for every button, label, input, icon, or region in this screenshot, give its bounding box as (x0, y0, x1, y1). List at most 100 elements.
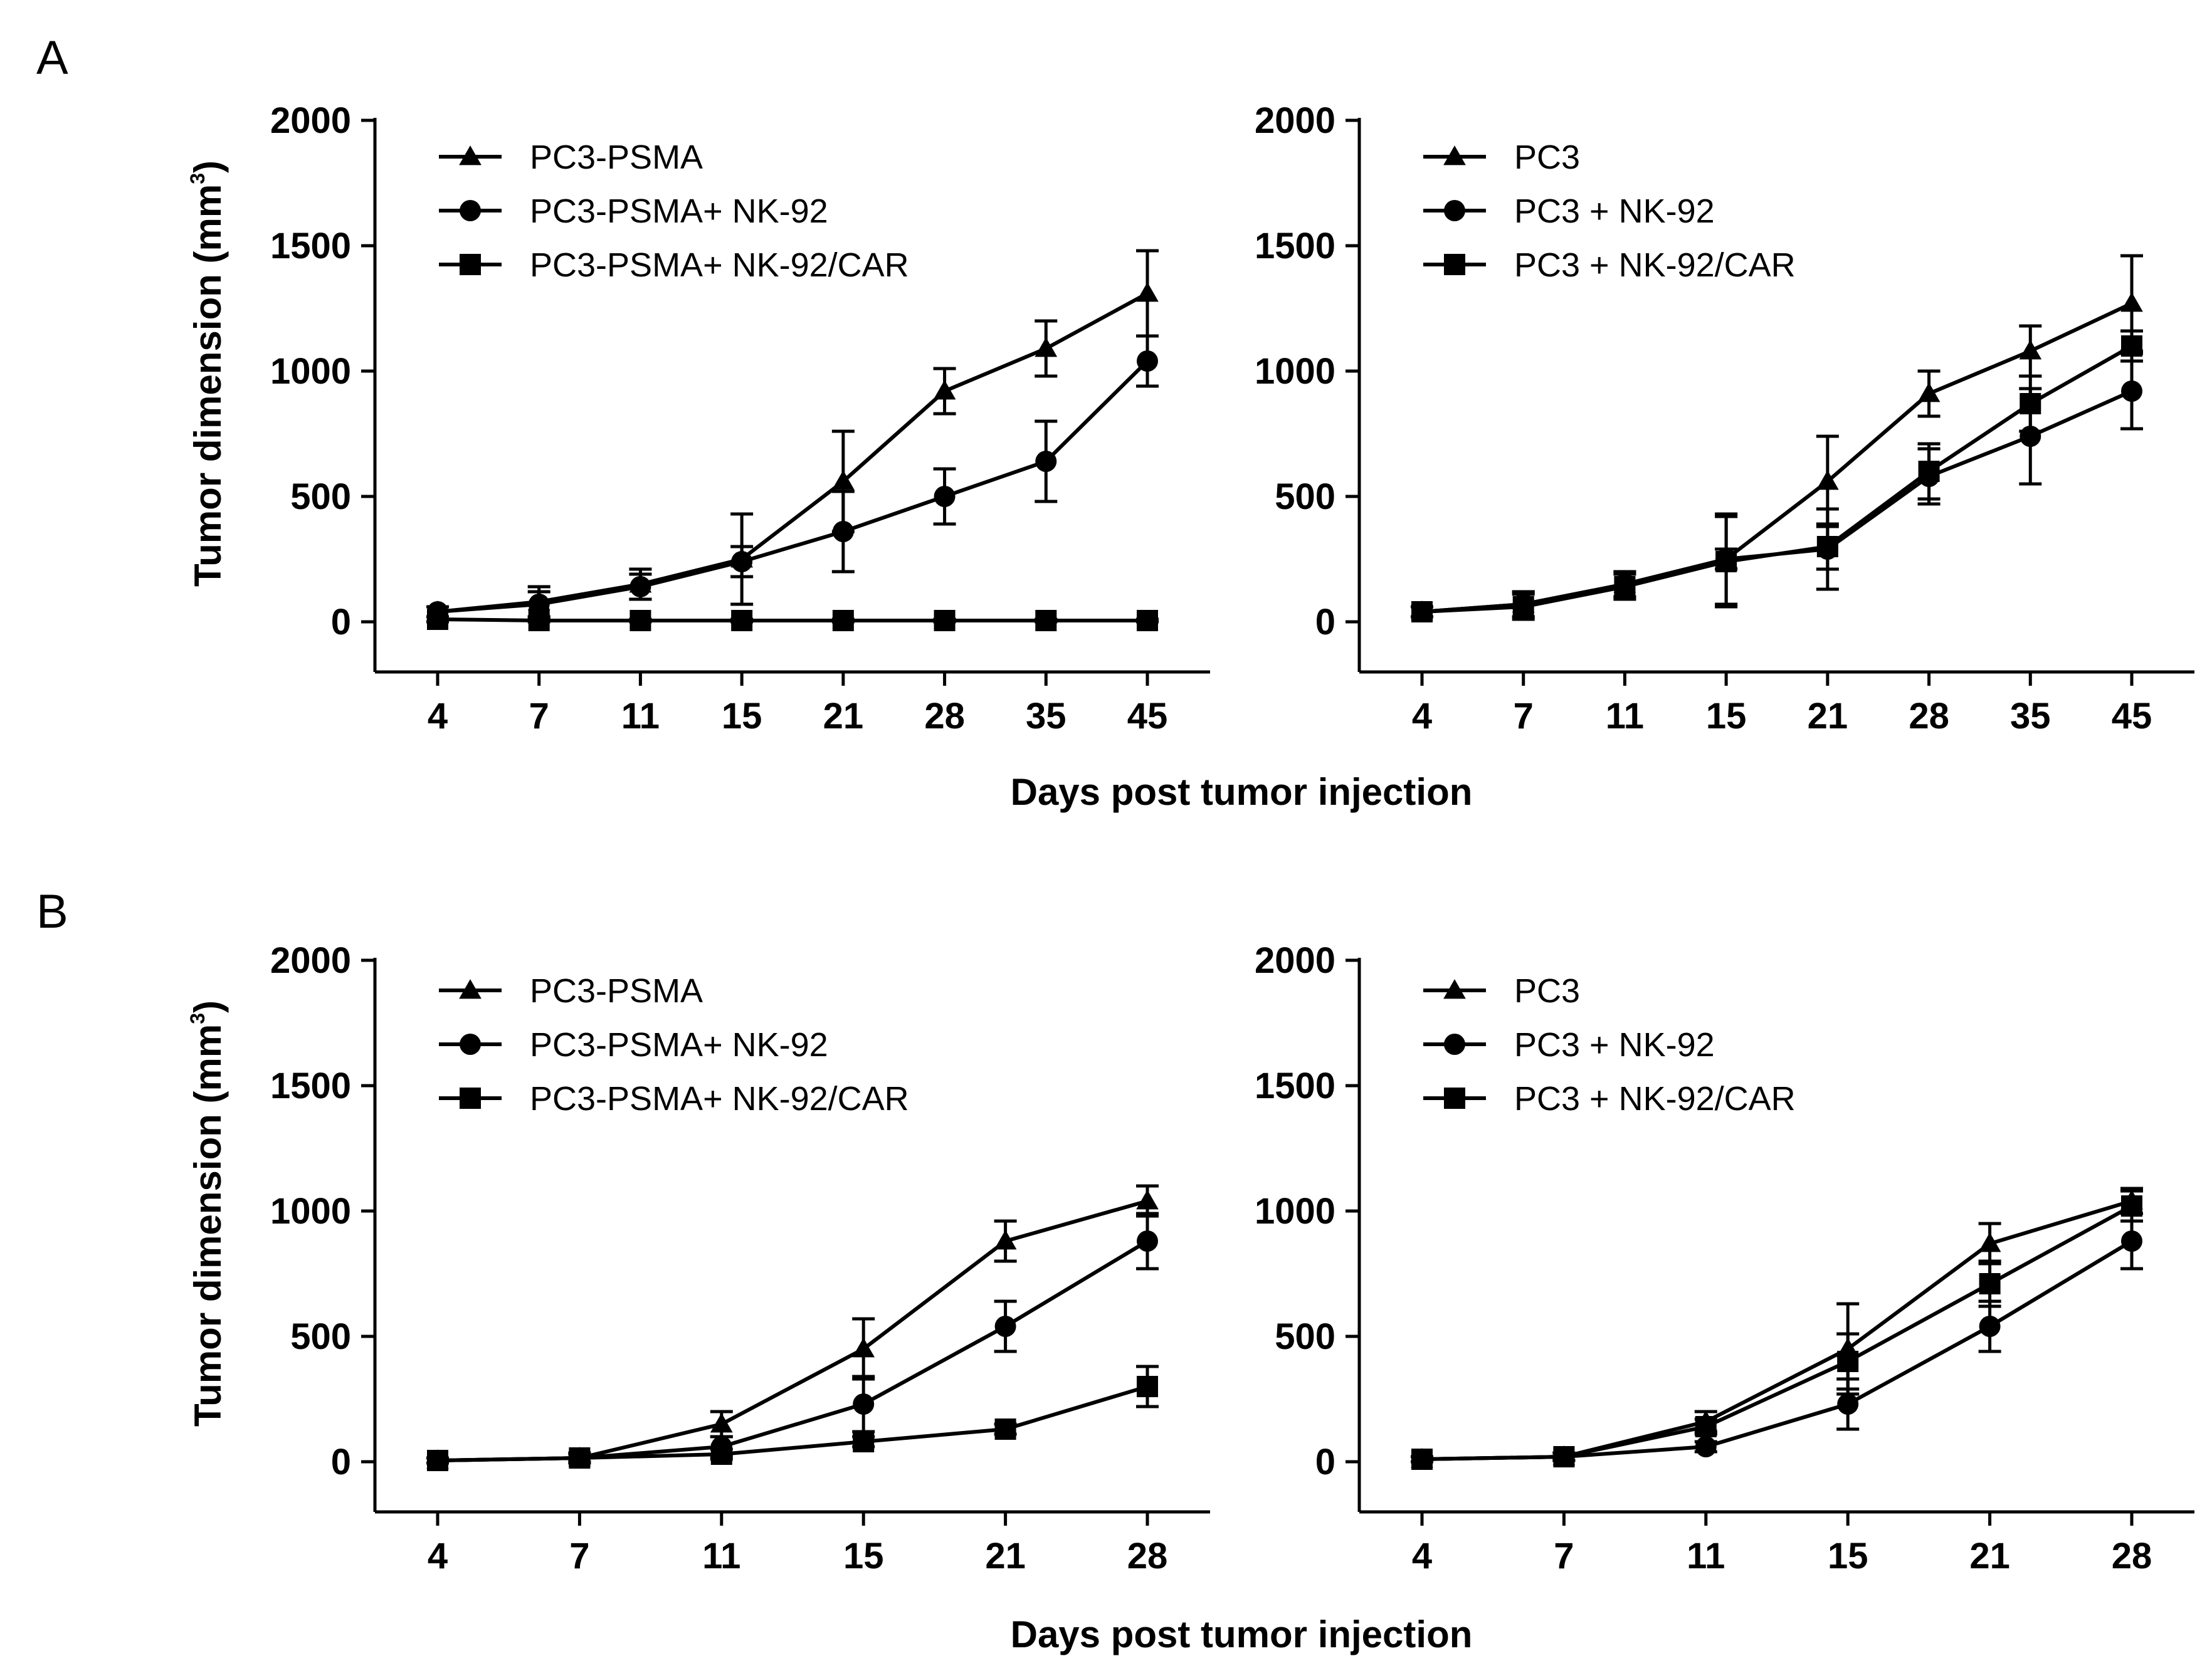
chart-a-left-point-circle (528, 594, 550, 615)
chart-a-left-point-square (731, 610, 753, 631)
chart-a-left-series-triangle (426, 249, 1159, 621)
chart-b-left-point-triangle (852, 1338, 875, 1358)
chart-a-right-x-tick-label: 35 (2010, 696, 2051, 737)
chart-b-left-x-tick-label: 15 (843, 1536, 884, 1576)
x-axis-title-b: Days post tumor injection (1011, 1613, 1473, 1655)
chart-b-left-point-square (710, 1444, 732, 1465)
chart-b-right-legend-marker (1444, 1088, 1465, 1109)
chart-a-left-point-square (934, 610, 956, 631)
chart-b-right-legend-marker (1444, 1034, 1465, 1055)
chart-b-left-legend-label: PC3-PSMA (530, 972, 703, 1010)
chart-a-left-series-line (437, 617, 1147, 622)
y-axis-title-b-superscript: 3 (186, 1013, 209, 1024)
chart-b-left-legend-marker (460, 1088, 481, 1109)
chart-b-left-x-tick-label: 11 (702, 1536, 740, 1576)
chart-a-right-point-square (1918, 461, 1940, 482)
chart-b-right-point-circle (2121, 1230, 2142, 1252)
chart-a-left-point-circle (832, 521, 854, 542)
chart-a-left-point-circle (934, 486, 956, 507)
chart-a-left-y-tick-label: 1500 (270, 226, 351, 266)
chart-a-left-x-tick-label: 45 (1127, 696, 1168, 737)
y-axis-title-a-close: ) (187, 160, 229, 173)
chart-b-left-point-triangle (1136, 1190, 1159, 1210)
chart-b-left-point-square (853, 1431, 875, 1452)
chart-a-left-point-triangle (1035, 337, 1058, 357)
chart-b-left-point-circle (853, 1393, 875, 1415)
chart-b-left-series-line (437, 1199, 1148, 1462)
chart-a-left-legend-label: PC3-PSMA (530, 139, 703, 176)
chart-b-left-y-tick-label: 2000 (270, 940, 351, 981)
chart-a-left-x-tick-label: 28 (924, 696, 965, 737)
chart-a-right-x-tick-label: 21 (1808, 696, 1848, 737)
chart-b-left-point-square (1137, 1376, 1158, 1397)
chart-a-left-series-circle (426, 334, 1159, 622)
chart-a-left-series-line (437, 359, 1149, 614)
chart-a-left-point-circle (1035, 451, 1057, 472)
chart-b-left-x-tick-label: 7 (569, 1536, 589, 1576)
chart-a-left-point-circle (731, 551, 753, 572)
chart-a-right-point-square (1512, 596, 1534, 617)
chart-b-left-point-triangle (994, 1230, 1017, 1250)
chart-a-right-series-line (1421, 344, 2133, 614)
chart-b-right-point-circle (1979, 1316, 2001, 1337)
chart-b-right-point-square (2121, 1195, 2142, 1217)
chart-a-right-y-tick-label: 2000 (1255, 100, 1335, 141)
panel-label-a: A (36, 31, 68, 85)
chart-a-right-y-tick-label: 1000 (1255, 351, 1335, 392)
panel-label-b: B (36, 885, 68, 938)
chart-a-right-x-tick-label: 11 (1606, 696, 1644, 737)
chart-b-right-x-tick-label: 7 (1554, 1536, 1574, 1576)
chart-a-left-point-square (427, 609, 448, 630)
chart-a-right-y-tick-label: 1500 (1255, 226, 1335, 266)
chart-b-right-point-square (1979, 1273, 2001, 1294)
chart-b-left-series-line (437, 1239, 1149, 1462)
chart-b-right-point-circle (1837, 1393, 1859, 1415)
chart-b-left-point-square (994, 1418, 1016, 1440)
chart-a-right-point-square (1715, 551, 1737, 572)
chart-a-right-x-tick-label: 15 (1706, 696, 1747, 737)
chart-a-left-point-square (528, 610, 550, 631)
chart-b-right-legend-label: PC3 (1514, 972, 1580, 1010)
chart-b-right-point-square (1553, 1446, 1575, 1467)
chart-a-right-legend-marker (1444, 200, 1465, 221)
chart-a-right-legend-marker (1443, 145, 1466, 165)
chart-b-left-point-square (569, 1447, 591, 1469)
chart-a-left-point-triangle (933, 380, 956, 400)
chart-a-right-legend-label: PC3 (1514, 139, 1580, 176)
chart-b-right-point-triangle (1978, 1232, 2001, 1252)
chart-a-left-point-circle (1137, 350, 1158, 372)
chart-a-left-point-square (832, 610, 854, 631)
chart-b-left-x-tick-label: 21 (985, 1536, 1026, 1576)
chart-a-left-point-square (1137, 610, 1158, 631)
y-axis-title-a: Tumor dimension (mm3) (186, 160, 229, 587)
chart-b-left-y-tick-label: 0 (331, 1442, 351, 1482)
chart-b-right-series-line (1421, 1239, 2133, 1461)
chart-b-right-y-tick-label: 2000 (1255, 940, 1335, 981)
chart-b-left-point-circle (1137, 1230, 1158, 1252)
chart-a-left-series-line (437, 291, 1149, 614)
chart-b-left: 2000 1500 1000 500 0 4 7 11 15 21 28 PC3-PSMA PC3-PS… (270, 940, 1210, 1576)
chart-b-right-series-circle (1411, 1212, 2143, 1470)
chart-b-left-y-tick-label: 500 (290, 1316, 351, 1357)
chart-b-right-series-line (1421, 1204, 2133, 1461)
chart-a-left-legend-label: PC3-PSMA+ NK-92 (530, 192, 828, 230)
chart-a-left-legend-marker (460, 200, 481, 221)
chart-a-left-y-tick-label: 2000 (270, 100, 351, 141)
chart-a-right-x-tick-label: 45 (2112, 696, 2152, 737)
chart-a-right-y-tick-label: 500 (1275, 476, 1335, 517)
chart-b-left-legend-marker (460, 1034, 481, 1055)
chart-a-right-legend-label: PC3 + NK-92 (1514, 192, 1715, 230)
chart-b-right-point-square (1837, 1351, 1859, 1372)
chart-a-left-series-square (426, 609, 1159, 631)
chart-a-left-x-tick-label: 21 (823, 696, 864, 737)
chart-b-right-point-square (1411, 1449, 1433, 1470)
chart-b-right-y-tick-label: 1500 (1255, 1066, 1335, 1106)
chart-a-right-point-circle (2121, 380, 2142, 402)
chart-b-right-x-tick-label: 11 (1687, 1536, 1725, 1576)
chart-a-right-legend-label: PC3 + NK-92/CAR (1514, 246, 1796, 284)
chart-a-right-series-line (1421, 389, 2133, 614)
chart-a-left-x-tick-label: 35 (1026, 696, 1066, 737)
chart-b-right-x-tick-label: 28 (2112, 1536, 2152, 1576)
chart-a-left-legend-marker (460, 254, 481, 275)
